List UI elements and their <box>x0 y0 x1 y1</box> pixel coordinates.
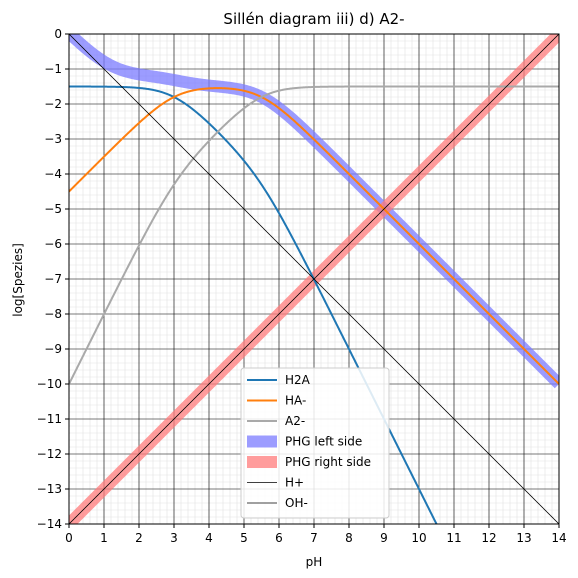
legend-label: H+ <box>285 476 304 490</box>
x-tick-label: 12 <box>481 531 496 545</box>
y-axis-ticks: 0 −1 −2 −3 −4 −5 −6 −7 −8 −9 −10 −11 −12 −13 −14 <box>37 27 69 531</box>
legend-label: PHG left side <box>285 435 362 449</box>
legend-label: A2- <box>285 414 305 428</box>
y-tick-label: −14 <box>37 517 62 531</box>
y-tick-label: −6 <box>44 237 62 251</box>
plot-lines <box>69 34 559 524</box>
x-tick-label: 0 <box>65 531 73 545</box>
x-tick-label: 9 <box>380 531 388 545</box>
y-tick-label: −11 <box>37 412 62 426</box>
legend-box <box>240 367 390 519</box>
x-tick-label: 1 <box>100 531 108 545</box>
legend-label: OH- <box>285 496 308 510</box>
x-axis-label: pH <box>306 555 323 569</box>
y-tick-label: 0 <box>54 27 62 41</box>
x-tick-label: 6 <box>275 531 283 545</box>
x-tick-label: 11 <box>446 531 461 545</box>
y-tick-label: −5 <box>44 202 62 216</box>
y-tick-label: −8 <box>44 307 62 321</box>
x-tick-label: 7 <box>310 531 318 545</box>
series-line-oh- <box>69 34 559 524</box>
series-line-ha- <box>69 87 559 385</box>
y-tick-label: −1 <box>44 62 62 76</box>
y-tick-label: −13 <box>37 482 62 496</box>
y-tick-label: −7 <box>44 272 62 286</box>
chart-title: Sillén diagram iii) d) A2- <box>223 10 404 28</box>
y-tick-label: −9 <box>44 342 62 356</box>
x-tick-label: 3 <box>170 531 178 545</box>
legend: H2A HA- A2- PHG left side PHG right side H+ OH… <box>240 367 390 519</box>
y-tick-label: −12 <box>37 447 62 461</box>
y-tick-label: −4 <box>44 167 62 181</box>
x-tick-label: 2 <box>135 531 143 545</box>
x-tick-label: 5 <box>240 531 248 545</box>
x-tick-label: 14 <box>551 531 566 545</box>
y-tick-label: −10 <box>37 377 62 391</box>
legend-label: HA- <box>285 394 306 408</box>
legend-label: H2A <box>285 373 311 387</box>
y-tick-label: −3 <box>44 132 62 146</box>
x-tick-label: 13 <box>516 531 531 545</box>
series-line-a2- <box>69 85 559 385</box>
x-tick-label: 4 <box>205 531 213 545</box>
legend-label: PHG right side <box>285 455 371 469</box>
y-axis-label: log[Spezies] <box>11 243 25 317</box>
x-tick-label: 8 <box>345 531 353 545</box>
y-tick-label: −2 <box>44 97 62 111</box>
x-tick-label: 10 <box>411 531 426 545</box>
x-axis-ticks: 0 1 2 3 4 5 6 7 8 9 10 11 12 13 14 <box>65 524 567 545</box>
